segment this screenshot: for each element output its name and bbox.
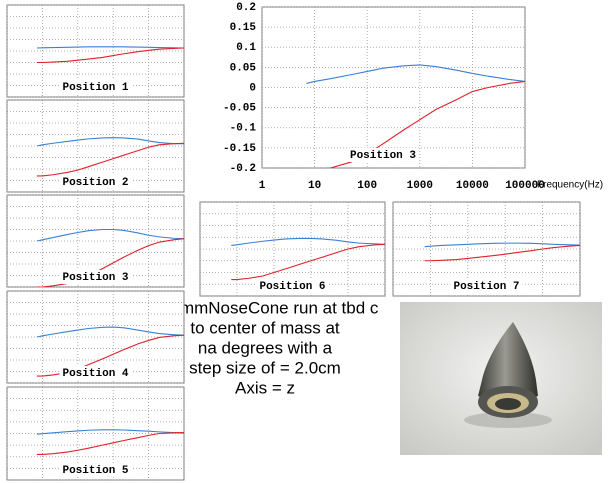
- shadow: [464, 412, 552, 428]
- x-tick-label: 100: [357, 180, 377, 192]
- title-background: [59, 80, 132, 94]
- caption-line: Axis = z: [235, 378, 295, 397]
- caption-line: to center of mass at: [190, 318, 340, 337]
- series-line: [424, 244, 580, 262]
- y-tick-label: 0.2: [236, 2, 256, 14]
- chart-title: Position 4: [62, 368, 128, 380]
- caption: 155mmNoseCone run at tbd cto center of m…: [152, 298, 379, 397]
- series-line: [36, 142, 184, 177]
- chart-title: Position 3: [62, 272, 128, 284]
- caption-line: 155mmNoseCone run at tbd c: [152, 298, 379, 317]
- title-background: [256, 279, 329, 293]
- series-line: [36, 432, 184, 455]
- chart: Position 4: [6, 290, 185, 384]
- y-tick-label: -0.1: [230, 123, 257, 135]
- x-tick-label: 1: [259, 180, 266, 192]
- caption-line: na degrees with a: [198, 338, 333, 357]
- chart: Position 3: [6, 194, 185, 288]
- chart: -0.2 -0.15 -0.1 -0.05 0 0.05 0.1 0.15 0.2 1 10 100 1…: [223, 2, 603, 192]
- chart-title: Position 2: [62, 177, 128, 189]
- chart-title: Position 3: [350, 150, 416, 162]
- y-tick-label: -0.05: [223, 103, 256, 115]
- y-tick-label: -0.15: [223, 143, 256, 155]
- title-background: [346, 148, 419, 162]
- chart-title: Position 7: [453, 281, 519, 293]
- y-tick-label: 0.05: [230, 62, 257, 74]
- title-background: [59, 270, 132, 284]
- x-axis-label: Frequency(Hz): [537, 180, 603, 191]
- series-line: [231, 237, 385, 247]
- series-line: [36, 334, 184, 377]
- caption-line: step size of = 2.0cm: [189, 358, 341, 377]
- series-line: [36, 429, 184, 435]
- chart-title: Position 5: [62, 465, 128, 477]
- series-line: [36, 228, 184, 242]
- series-line: [424, 242, 580, 248]
- cone-hole: [495, 398, 521, 410]
- y-tick-label: -0.2: [230, 163, 256, 175]
- x-tick-label: 100000: [505, 180, 545, 192]
- chart: Position 5: [6, 386, 185, 481]
- chart-title: Position 1: [62, 82, 128, 94]
- chart: Position 1: [6, 4, 185, 98]
- x-tick-label: 1000: [407, 180, 433, 192]
- title-background: [450, 279, 523, 293]
- title-background: [59, 175, 132, 189]
- series-line: [36, 137, 184, 147]
- y-tick-label: 0.1: [236, 42, 256, 54]
- chart: Position 2: [6, 99, 185, 193]
- y-tick-label: 0.15: [230, 22, 257, 34]
- nose-cone: [478, 322, 538, 403]
- chart: Position 6: [199, 201, 386, 297]
- series-line: [36, 47, 184, 64]
- title-background: [59, 463, 132, 477]
- series-line: [306, 64, 525, 85]
- chart: Position 7: [392, 201, 581, 297]
- y-tick-label: 0: [249, 82, 256, 94]
- series-line: [36, 46, 184, 49]
- title-background: [59, 366, 132, 380]
- photo: [400, 302, 602, 455]
- series-line: [36, 238, 184, 287]
- x-tick-label: 10: [308, 180, 321, 192]
- chart-title: Position 6: [259, 281, 325, 293]
- series-line: [231, 243, 385, 281]
- x-tick-label: 10000: [456, 180, 489, 192]
- series-line: [36, 326, 184, 338]
